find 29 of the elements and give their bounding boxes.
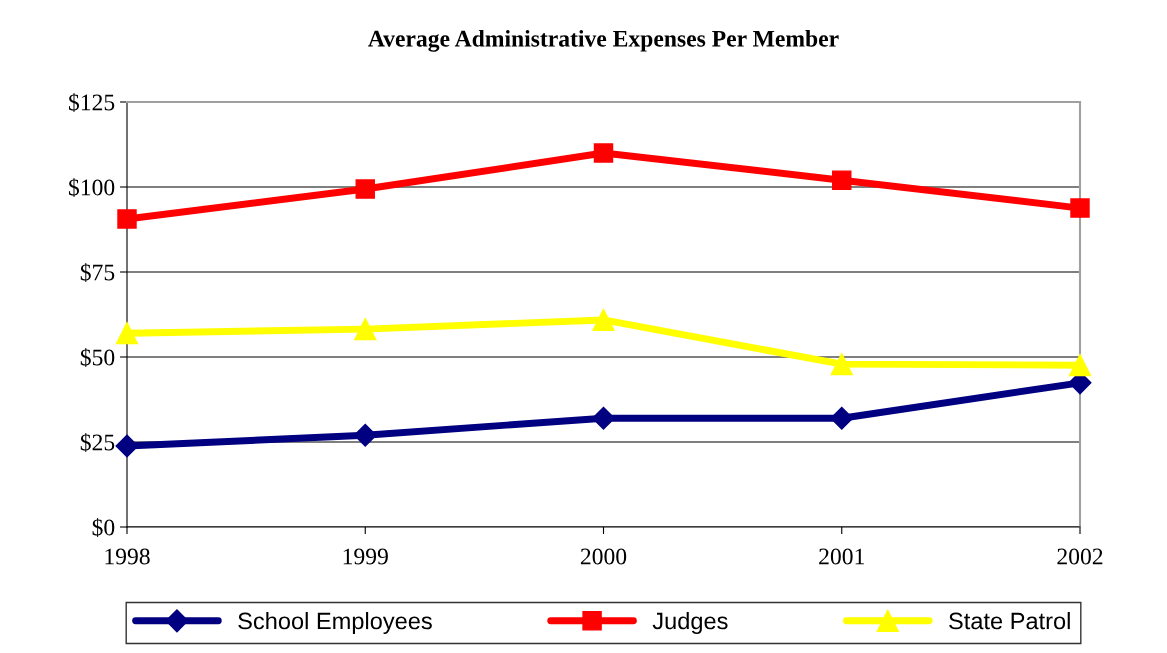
chart-title: Average Administrative Expenses Per Member xyxy=(368,30,839,52)
point xyxy=(353,423,377,447)
point xyxy=(355,179,375,199)
point xyxy=(592,308,615,332)
point xyxy=(830,406,854,430)
point xyxy=(115,322,139,345)
legend-label: State Patrol xyxy=(949,612,1070,630)
point xyxy=(592,406,615,430)
y-tick-label: $125 xyxy=(68,93,115,112)
x-tick-label: 2002 xyxy=(1057,548,1103,565)
x-tick-label: 2000 xyxy=(580,548,627,565)
legend-label: School Employees xyxy=(238,612,432,635)
point xyxy=(830,353,853,376)
x-tick-label: 2001 xyxy=(819,548,864,565)
point xyxy=(593,143,614,163)
y-tick-label: $75 xyxy=(80,263,115,282)
point xyxy=(1070,198,1090,218)
y-tick-label: $50 xyxy=(80,348,115,367)
point xyxy=(117,209,137,229)
y-tick-label: $0 xyxy=(92,518,115,537)
point xyxy=(354,318,377,341)
point xyxy=(832,170,852,190)
y-tick-label: $100 xyxy=(68,178,115,197)
point xyxy=(1068,354,1092,377)
legend-label: Judges xyxy=(652,612,728,635)
x-tick-label: 1998 xyxy=(105,548,150,565)
point xyxy=(115,434,139,458)
y-tick-label: $25 xyxy=(80,433,115,452)
x-tick-label: 1999 xyxy=(343,548,388,565)
